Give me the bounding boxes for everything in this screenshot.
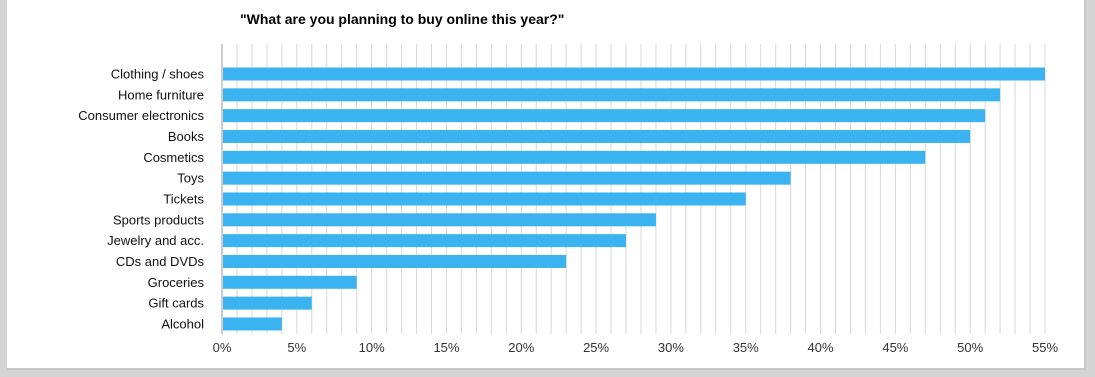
x-tick-label: 10% bbox=[359, 340, 385, 355]
bar bbox=[223, 234, 627, 248]
category-label: Books bbox=[168, 129, 205, 144]
x-tick-label: 20% bbox=[508, 340, 534, 355]
x-tick-label: 15% bbox=[433, 340, 459, 355]
bar bbox=[223, 317, 282, 331]
bars bbox=[223, 67, 1045, 331]
bar bbox=[223, 109, 986, 123]
category-label: CDs and DVDs bbox=[116, 254, 205, 269]
bar bbox=[223, 275, 357, 289]
category-labels: Clothing / shoes Home furniture Consumer e… bbox=[78, 67, 204, 332]
category-label: Tickets bbox=[163, 191, 204, 206]
bar bbox=[223, 171, 791, 185]
category-label: Clothing / shoes bbox=[111, 67, 205, 82]
x-tick-label: 35% bbox=[733, 340, 759, 355]
x-axis-tick-labels: 0% 5% 10% 15% 20% 25% 30% 35% 40% 45% 50% 55% bbox=[213, 340, 1059, 355]
category-label: Consumer electronics bbox=[78, 108, 204, 123]
x-tick-label: 0% bbox=[213, 340, 232, 355]
chart-title: "What are you planning to buy online thi… bbox=[240, 11, 565, 27]
category-label: Cosmetics bbox=[143, 150, 204, 165]
bar bbox=[223, 67, 1045, 81]
category-label: Gift cards bbox=[148, 296, 204, 311]
bar bbox=[223, 129, 971, 143]
gridlines bbox=[236, 44, 1046, 334]
category-label: Groceries bbox=[148, 275, 205, 290]
x-tick-label: 5% bbox=[287, 340, 306, 355]
chart-panel: "What are you planning to buy online thi… bbox=[7, 0, 1086, 370]
bar bbox=[223, 150, 926, 164]
bar-chart: Clothing / shoes Home furniture Consumer e… bbox=[78, 44, 1059, 355]
bar bbox=[223, 192, 746, 206]
x-tick-label: 50% bbox=[957, 340, 983, 355]
x-tick-label: 45% bbox=[882, 340, 908, 355]
x-tick-label: 40% bbox=[808, 340, 834, 355]
bar bbox=[223, 88, 1001, 102]
x-tick-label: 55% bbox=[1032, 340, 1058, 355]
category-label: Jewelry and acc. bbox=[107, 233, 204, 248]
category-label: Alcohol bbox=[161, 316, 204, 331]
category-label: Toys bbox=[177, 171, 204, 186]
bar bbox=[223, 213, 656, 227]
x-tick-label: 30% bbox=[658, 340, 684, 355]
category-label: Home furniture bbox=[118, 87, 204, 102]
x-tick-label: 25% bbox=[583, 340, 609, 355]
bar bbox=[223, 296, 312, 310]
bar bbox=[223, 254, 567, 268]
category-label: Sports products bbox=[113, 212, 205, 227]
